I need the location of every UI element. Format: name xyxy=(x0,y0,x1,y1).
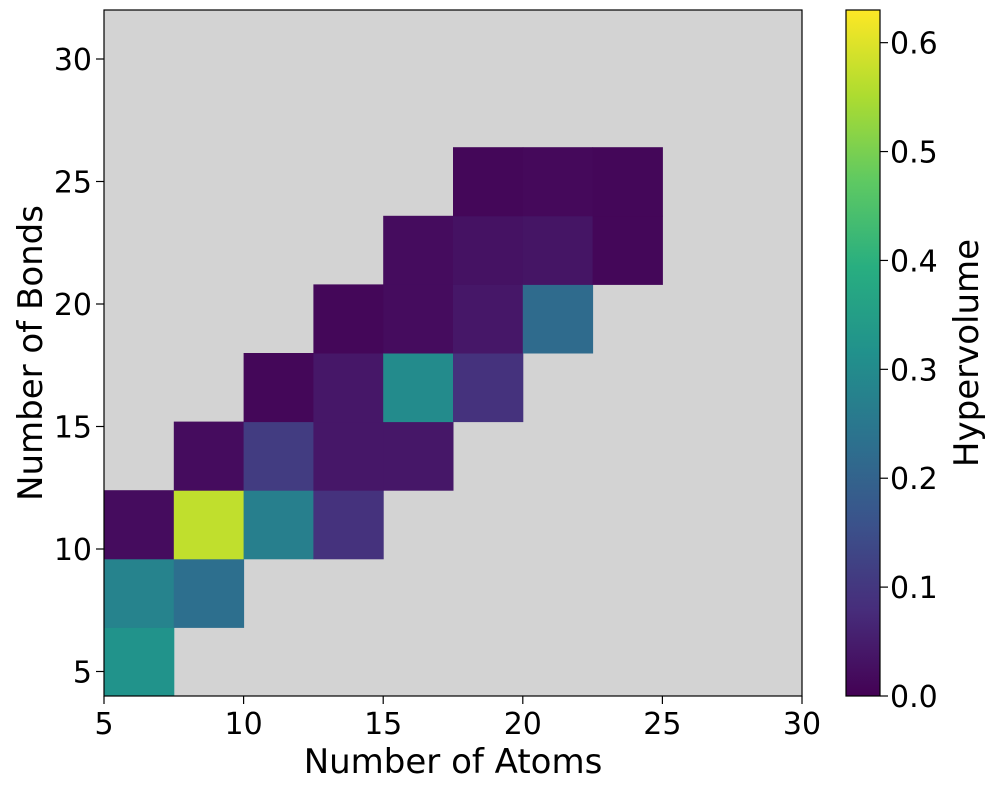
y-tick-label: 30 xyxy=(54,43,92,78)
colorbar-tick-label: 0.4 xyxy=(890,244,938,279)
heatmap-cell xyxy=(104,627,175,697)
colorbar-tick-label: 0.6 xyxy=(890,27,938,62)
x-tick-label: 25 xyxy=(643,707,681,742)
colorbar-label: Hypervolume xyxy=(947,239,987,467)
heatmap-cell xyxy=(173,490,245,560)
colorbar-tick-label: 0.2 xyxy=(890,462,938,497)
x-tick-label: 30 xyxy=(783,707,821,742)
heatmap-cell xyxy=(173,558,245,628)
x-tick-label: 20 xyxy=(504,707,542,742)
y-tick-label: 20 xyxy=(54,288,92,323)
x-axis-ticks: 5 10 15 20 25 30 xyxy=(94,696,821,742)
colorbar xyxy=(846,10,880,696)
heatmap-cell xyxy=(453,284,524,354)
heatmap-cell xyxy=(313,353,384,423)
x-tick-label: 15 xyxy=(364,707,402,742)
heatmap-cells xyxy=(104,147,663,697)
colorbar-frame xyxy=(845,9,881,697)
heatmap-cell xyxy=(313,490,384,560)
heatmap-cell xyxy=(383,284,454,354)
colorbar-tick-label: 0.5 xyxy=(890,136,938,171)
heatmap-cell xyxy=(104,490,175,560)
heatmap-cell xyxy=(243,490,314,560)
y-axis-ticks: 5 10 15 20 25 30 xyxy=(54,43,104,691)
heatmap-cell xyxy=(383,215,454,285)
y-tick-label: 15 xyxy=(54,411,92,446)
heatmap-cell xyxy=(453,147,524,217)
heatmap-cell xyxy=(522,147,594,217)
y-tick-label: 5 xyxy=(73,656,92,691)
x-tick-label: 5 xyxy=(94,707,113,742)
heatmap-cell xyxy=(243,421,314,491)
y-axis-label: Number of Bonds xyxy=(11,205,51,501)
heatmap-cell xyxy=(383,353,454,423)
heatmap-cell xyxy=(313,421,384,491)
heatmap-cell xyxy=(592,215,663,285)
heatmap-cell xyxy=(453,215,524,285)
heatmap-cell xyxy=(313,284,384,354)
heatmap-cell xyxy=(104,558,175,628)
heatmap-cell xyxy=(173,421,245,491)
heatmap-cell xyxy=(243,353,314,423)
y-tick-label: 25 xyxy=(54,166,92,201)
y-tick-label: 10 xyxy=(54,533,92,568)
heatmap-cell xyxy=(453,353,524,423)
heatmap-cell xyxy=(592,147,663,217)
colorbar-tick-label: 0.3 xyxy=(890,353,938,388)
colorbar-tick-label: 0.1 xyxy=(890,571,938,606)
x-axis-label: Number of Atoms xyxy=(304,742,603,782)
heatmap-cell xyxy=(522,215,594,285)
colorbar-tick-label: 0.0 xyxy=(890,680,938,715)
heatmap-cell xyxy=(383,421,454,491)
colorbar-ticks: 0.0 0.1 0.2 0.3 0.4 0.5 0.6 xyxy=(880,27,938,715)
x-tick-label: 10 xyxy=(225,707,263,742)
heatmap-cell xyxy=(522,284,594,354)
plot-frame xyxy=(103,9,803,697)
